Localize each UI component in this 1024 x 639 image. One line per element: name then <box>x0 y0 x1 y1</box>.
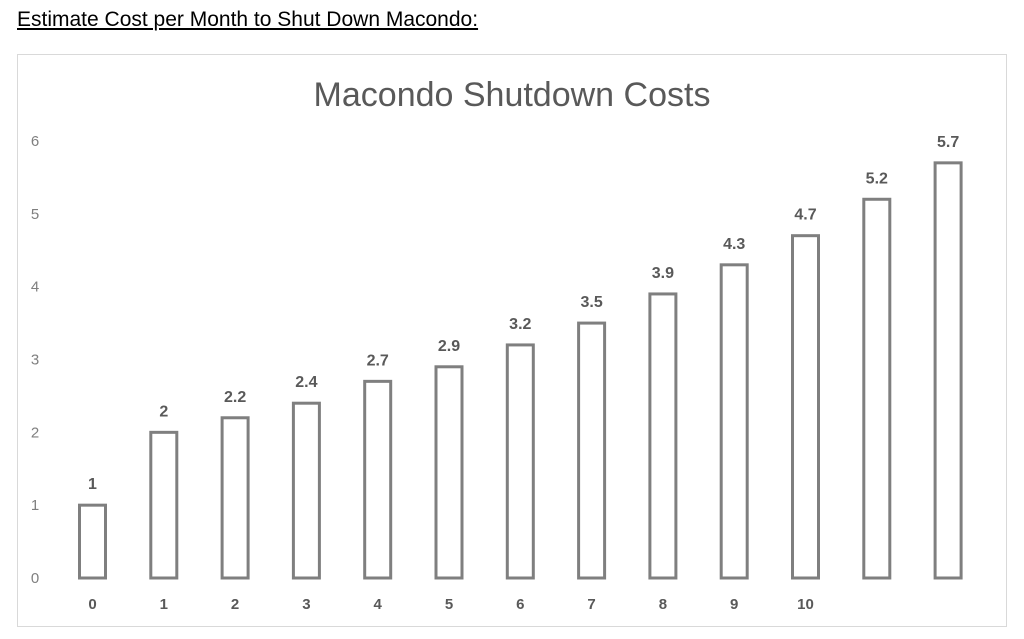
page-heading: Estimate Cost per Month to Shut Down Mac… <box>17 8 479 31</box>
bars-group <box>78 161 963 580</box>
x-tick-label: 8 <box>659 596 667 613</box>
x-tick-label: 0 <box>88 596 96 613</box>
x-tick-label: 10 <box>797 596 814 613</box>
x-tick-label: 1 <box>160 596 168 613</box>
data-label: 2.2 <box>224 389 246 406</box>
y-tick-label: 5 <box>31 206 39 223</box>
data-label: 2.7 <box>367 352 389 369</box>
bar <box>291 401 321 580</box>
bar <box>791 234 820 580</box>
y-tick-label: 2 <box>31 424 39 441</box>
bar <box>434 365 464 580</box>
chart-frame <box>17 54 1007 627</box>
y-tick-label: 4 <box>31 279 39 296</box>
data-label: 5.7 <box>937 134 959 151</box>
bar <box>363 379 393 580</box>
x-axis-ticks: 0 1 2 3 4 5 6 7 8 9 10 <box>88 596 814 613</box>
y-tick-label: 0 <box>31 570 39 587</box>
data-label: 4.3 <box>723 236 745 253</box>
chart-title: Macondo Shutdown Costs <box>314 76 711 114</box>
data-label: 3.5 <box>580 294 602 311</box>
x-tick-label: 2 <box>231 596 239 613</box>
y-tick-label: 6 <box>31 133 39 150</box>
x-tick-label: 7 <box>587 596 595 613</box>
data-label: 2.4 <box>295 374 317 391</box>
data-label: 1 <box>88 476 97 493</box>
data-label: 3.9 <box>652 265 674 282</box>
x-tick-label: 6 <box>516 596 524 613</box>
data-label: 2 <box>159 403 168 420</box>
x-tick-label: 4 <box>374 596 383 613</box>
data-labels-group: 1 2 2.2 2.4 2.7 2.9 3.2 3.5 3.9 4.3 4.7 5.2 5.7 <box>88 134 959 493</box>
x-tick-label: 3 <box>302 596 310 613</box>
y-axis-ticks: 0 1 2 3 4 5 6 <box>31 133 39 587</box>
x-tick-label: 5 <box>445 596 453 613</box>
x-tick-label: 9 <box>730 596 738 613</box>
bar <box>648 292 678 580</box>
bar <box>862 197 892 580</box>
bar <box>505 343 535 580</box>
bar <box>220 416 250 580</box>
bar <box>577 321 607 580</box>
data-label: 4.7 <box>794 207 816 224</box>
bar <box>149 430 179 580</box>
bar <box>719 263 749 580</box>
y-tick-label: 3 <box>31 352 39 369</box>
bar <box>78 503 107 580</box>
data-label: 5.2 <box>866 170 888 187</box>
data-label: 2.9 <box>438 338 460 355</box>
y-tick-label: 1 <box>31 497 39 514</box>
data-label: 3.2 <box>509 316 531 333</box>
bar <box>933 161 963 580</box>
